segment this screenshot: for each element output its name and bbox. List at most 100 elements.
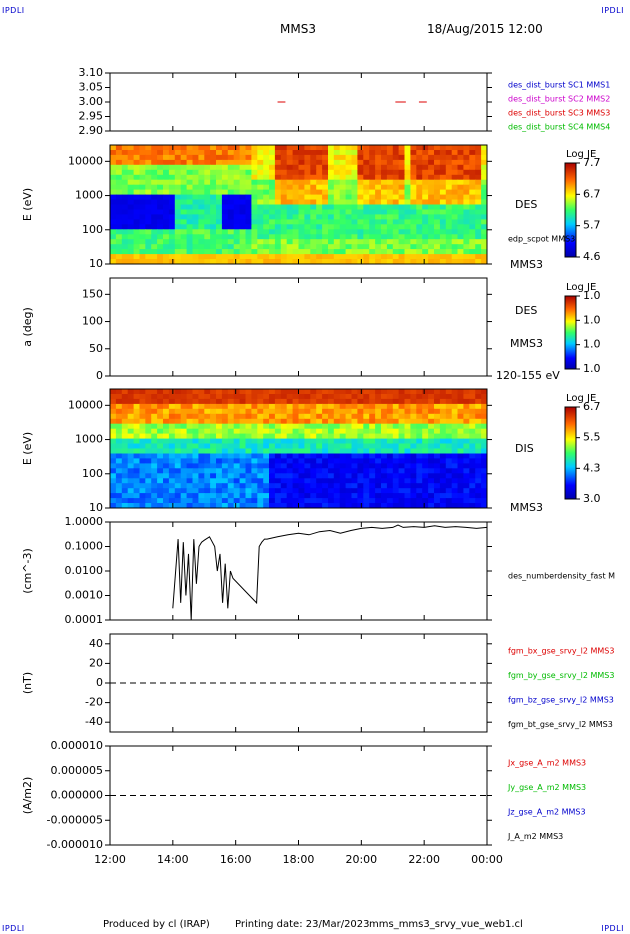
burst-legend-entry: des_dist_burst SC2 MMS2 (508, 95, 610, 104)
des-sc-label: MMS3 (510, 258, 543, 271)
xtick-label: 16:00 (220, 853, 252, 866)
panel-frame-1 (109, 72, 488, 132)
colorbar-pad-title: Log JE (566, 282, 596, 293)
colorbar-des-label: 6.7 (583, 187, 601, 200)
colorbar-dis-label: 4.3 (583, 461, 601, 474)
colorbar-dis-label: 3.0 (583, 492, 601, 505)
colorbar-pad-label: 1.0 (583, 289, 601, 302)
ytick-label: 0 (96, 369, 103, 382)
xtick-label: 12:00 (94, 853, 126, 866)
ytick-label: 100 (82, 223, 103, 236)
xtick-label: 14:00 (157, 853, 189, 866)
colorbar-pad-label: 1.0 (583, 313, 601, 326)
ytick-label: 0.000005 (51, 764, 104, 777)
ytick-label: 0 (96, 676, 103, 689)
ytick-label: 2.95 (79, 110, 104, 123)
xtick-label: 22:00 (408, 853, 440, 866)
current-legend-entry: Jy_gse_A_m2 MMS3 (507, 783, 586, 792)
footer-printing-date: Printing date: 23/Mar/2023 (235, 919, 370, 930)
ytick-label: -20 (85, 696, 103, 709)
ytick-label: 0.000010 (51, 739, 104, 752)
panel-ylabel: a (deg) (21, 307, 34, 347)
panel-frame-5 (109, 521, 488, 621)
ytick-label: 0.0010 (65, 589, 104, 602)
scpot-label: edp_scpot MMS3 (508, 235, 575, 244)
colorbar-dis (564, 406, 577, 500)
colorbar-des (564, 162, 577, 258)
panel-ylabel: E (eV) (21, 188, 34, 221)
colorbar-dis-label: 6.7 (583, 400, 601, 413)
current-legend-entry: J_A_m2 MMS3 (507, 832, 563, 841)
density-legend-entry: des_numberdensity_fast M (508, 572, 615, 581)
ytick-label: -40 (85, 715, 103, 728)
colorbar-des-label: 4.6 (583, 250, 601, 263)
corner-label-bottom-right: IPDLI (601, 924, 624, 933)
dis-sc-label: MMS3 (510, 501, 543, 514)
current-legend-entry: Jz_gse_A_m2 MMS3 (507, 808, 586, 817)
panel-ylabel: (cm^-3) (21, 548, 34, 594)
xtick-label: 20:00 (345, 853, 377, 866)
burst-legend-entry: des_dist_burst SC3 MMS3 (508, 109, 610, 118)
ytick-label: 10 (89, 501, 103, 514)
ytick-label: 3.00 (79, 95, 104, 108)
colorbar-pad-label: 1.0 (583, 338, 601, 351)
fgm-legend-entry: fgm_by_gse_srvy_l2 MMS3 (508, 671, 614, 680)
ytick-label: 0.000000 (51, 789, 104, 802)
ytick-label: 40 (89, 637, 103, 650)
panel-ylabel: (nT) (21, 672, 34, 694)
panel-frame-3 (109, 277, 488, 377)
header-spacecraft: MMS3 (280, 22, 316, 36)
spectrogram-4 (110, 389, 487, 508)
ytick-label: -0.000010 (47, 838, 103, 851)
ytick-label: 150 (82, 287, 103, 300)
colorbar-pad-label: 1.0 (583, 362, 601, 375)
panel-ylabel: E (eV) (21, 432, 34, 465)
dis-label: DIS (515, 442, 534, 455)
ytick-label: 0.1000 (65, 540, 104, 553)
colorbar-des-label: 5.7 (583, 219, 601, 232)
fgm-legend-entry: fgm_bz_gse_srvy_l2 MMS3 (508, 696, 614, 705)
colorbar-dis-label: 5.5 (583, 431, 601, 444)
footer-produced: Produced by cl (IRAP) (103, 919, 210, 930)
footer-file-name: mms_mms3_srvy_vue_web1.cl (369, 919, 523, 930)
xtick-label: 18:00 (283, 853, 315, 866)
ytick-label: -0.000005 (47, 813, 103, 826)
ytick-label: 10 (89, 257, 103, 270)
ytick-label: 20 (89, 656, 103, 669)
corner-label-bottom-left: IPDLI (2, 924, 25, 933)
burst-legend-entry: des_dist_burst SC1 MMS1 (508, 81, 610, 90)
ytick-label: 10000 (68, 154, 103, 167)
corner-label-top-left: IPDLI (2, 6, 25, 15)
colorbar-pad (564, 295, 577, 370)
pad-energy-label: 120-155 eV (496, 369, 560, 382)
ytick-label: 1.0000 (65, 515, 104, 528)
colorbar-dis-title: Log JE (566, 393, 596, 404)
ytick-label: 0.0001 (65, 613, 104, 626)
ytick-label: 0.0100 (65, 564, 104, 577)
ytick-label: 1000 (75, 189, 103, 202)
panel-ylabel: (A/m2) (21, 777, 34, 815)
xtick-label: 00:00 (471, 853, 503, 866)
header-datetime: 18/Aug/2015 12:00 (427, 22, 543, 36)
corner-label-top-right: IPDLI (601, 6, 624, 15)
current-legend-entry: Jx_gse_A_m2 MMS3 (507, 759, 586, 768)
density-series-line (172, 524, 487, 620)
burst-legend-entry: des_dist_burst SC4 MMS4 (508, 123, 610, 132)
ytick-label: 50 (89, 342, 103, 355)
pad-label: DES (515, 304, 537, 317)
ytick-label: 3.10 (79, 66, 104, 79)
colorbar-des-label: 7.7 (583, 156, 601, 169)
ytick-label: 100 (82, 315, 103, 328)
fgm-legend-entry: fgm_bx_gse_srvy_l2 MMS3 (508, 647, 614, 656)
ytick-label: 10000 (68, 398, 103, 411)
ytick-label: 3.05 (79, 81, 104, 94)
colorbar-des-title: Log JE (566, 149, 596, 160)
pad-sc-label: MMS3 (510, 337, 543, 350)
fgm-legend-entry: fgm_bt_gse_srvy_l2 MMS3 (508, 720, 613, 729)
ytick-label: 1000 (75, 433, 103, 446)
ytick-label: 100 (82, 467, 103, 480)
ytick-label: 2.90 (79, 124, 104, 137)
spectrogram-2 (110, 145, 487, 264)
des-label: DES (515, 198, 537, 211)
